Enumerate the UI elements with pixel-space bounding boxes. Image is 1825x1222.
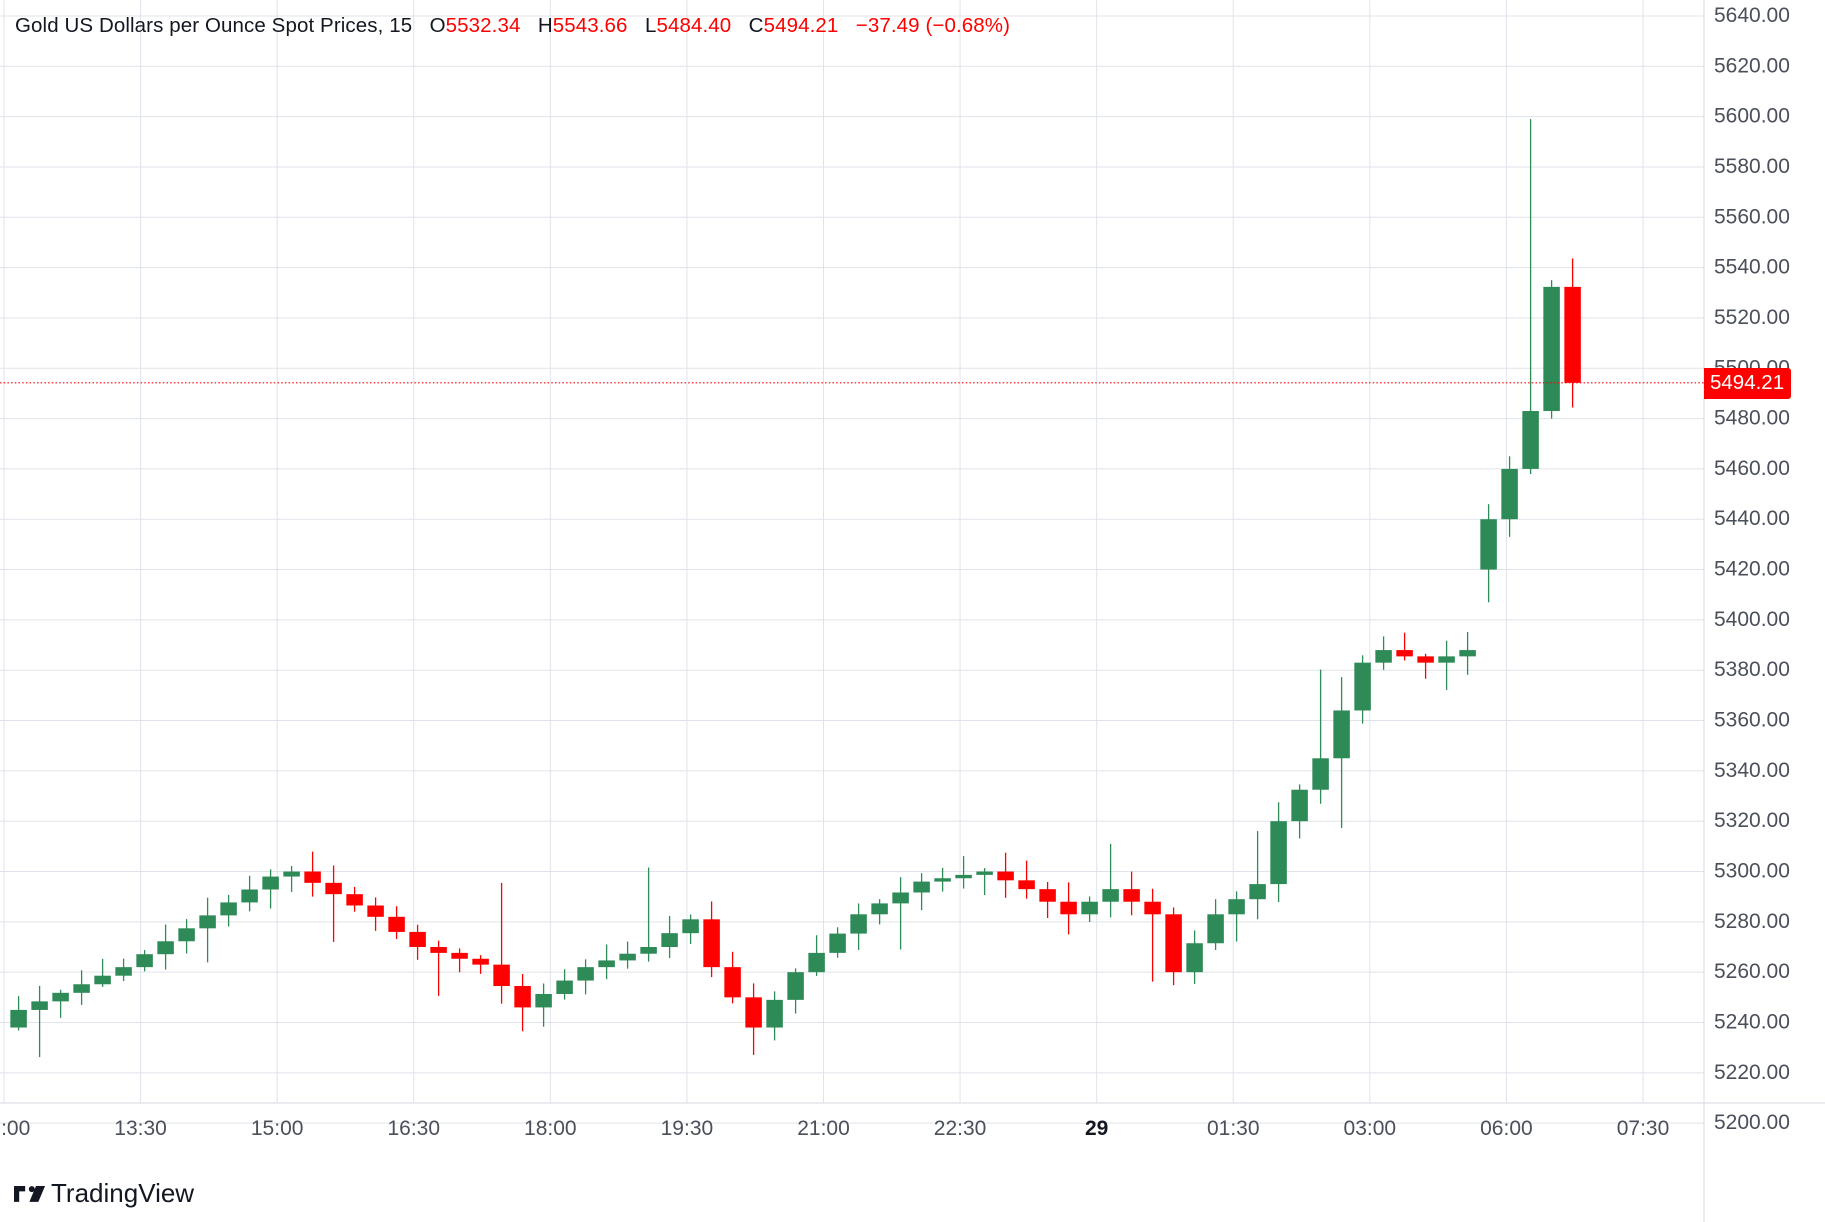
svg-text:5380.00: 5380.00 xyxy=(1714,658,1790,681)
svg-text:5640.00: 5640.00 xyxy=(1714,4,1790,27)
svg-text:5280.00: 5280.00 xyxy=(1714,910,1790,933)
svg-text:5200.00: 5200.00 xyxy=(1714,1111,1790,1134)
svg-text:5580.00: 5580.00 xyxy=(1714,155,1790,178)
svg-text:5560.00: 5560.00 xyxy=(1714,205,1790,228)
svg-text:5420.00: 5420.00 xyxy=(1714,558,1790,581)
svg-text:06:00: 06:00 xyxy=(1480,1117,1533,1140)
svg-text:5540.00: 5540.00 xyxy=(1714,256,1790,279)
svg-text:15:00: 15:00 xyxy=(251,1117,304,1140)
svg-text:5340.00: 5340.00 xyxy=(1714,759,1790,782)
svg-text:03:00: 03:00 xyxy=(1344,1117,1397,1140)
svg-text:5400.00: 5400.00 xyxy=(1714,608,1790,631)
svg-text:16:30: 16:30 xyxy=(387,1117,440,1140)
svg-text:29: 29 xyxy=(1085,1117,1108,1140)
svg-text:5220.00: 5220.00 xyxy=(1714,1061,1790,1084)
svg-text:5480.00: 5480.00 xyxy=(1714,407,1790,430)
svg-text:5460.00: 5460.00 xyxy=(1714,457,1790,480)
svg-text:22:30: 22:30 xyxy=(934,1117,987,1140)
svg-text:5620.00: 5620.00 xyxy=(1714,54,1790,77)
svg-text:12:00: 12:00 xyxy=(0,1117,30,1140)
svg-text:5300.00: 5300.00 xyxy=(1714,860,1790,883)
svg-text:18:00: 18:00 xyxy=(524,1117,577,1140)
svg-text:5260.00: 5260.00 xyxy=(1714,960,1790,983)
svg-text:21:00: 21:00 xyxy=(797,1117,850,1140)
svg-text:01:30: 01:30 xyxy=(1207,1117,1260,1140)
svg-text:5520.00: 5520.00 xyxy=(1714,306,1790,329)
svg-text:07:30: 07:30 xyxy=(1617,1117,1670,1140)
svg-text:13:30: 13:30 xyxy=(114,1117,167,1140)
svg-text:19:30: 19:30 xyxy=(661,1117,714,1140)
svg-text:5440.00: 5440.00 xyxy=(1714,507,1790,530)
svg-text:5240.00: 5240.00 xyxy=(1714,1011,1790,1034)
svg-text:5600.00: 5600.00 xyxy=(1714,105,1790,128)
svg-text:5320.00: 5320.00 xyxy=(1714,809,1790,832)
svg-text:5360.00: 5360.00 xyxy=(1714,709,1790,732)
